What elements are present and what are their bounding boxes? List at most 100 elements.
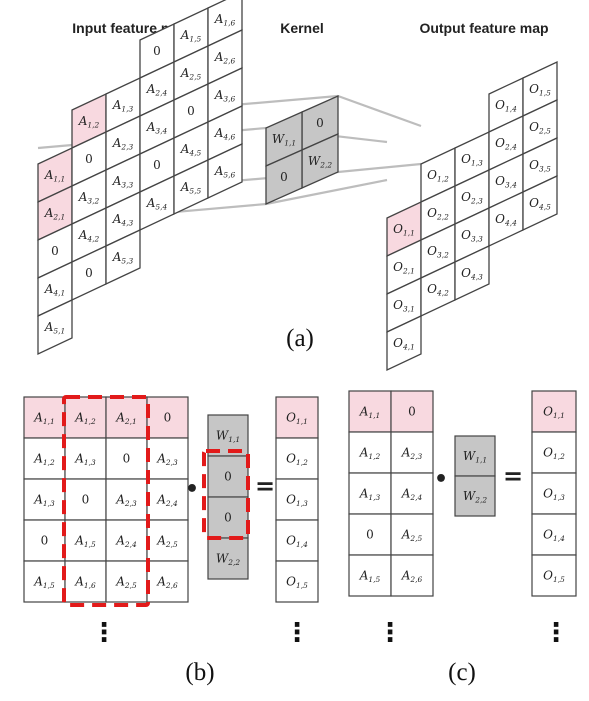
b-matrix-label-a-1-3: A1,3 — [33, 493, 55, 508]
c-output-label-o-1-4: O1,4 — [543, 528, 565, 543]
output-label-o-4-4: O4,4 — [495, 212, 517, 227]
b-matrix-cell-3-3 — [146, 519, 189, 562]
panel-label-c: (c) — [448, 659, 476, 686]
c-matrix-cell-1-1 — [390, 431, 434, 474]
b-matrix-label-a-1-5: A1,5 — [74, 534, 96, 549]
input-label-0: 0 — [153, 44, 161, 58]
b-matrix-label-a-2-3: A2,3 — [115, 493, 137, 508]
input-label-a-4-6: A4,6 — [214, 126, 236, 141]
c-output-cell-0-0 — [531, 390, 577, 433]
b-matrix-label-a-1-2: A1,2 — [33, 452, 55, 467]
c-matrix-label-a-1-2: A1,2 — [359, 446, 381, 461]
b-matrix-label-a-1-5: A1,5 — [33, 575, 55, 590]
panel-c: A1,1 0 A1,2 A2,3 A1,3 A2,4 0 A2,5 A1,5 A2,6 • W1,… — [348, 390, 577, 686]
input-cell-a-5-1-6-0 — [37, 298, 73, 356]
compressed-input-matrix-c: A1,1 0 A1,2 A2,3 A1,3 A2,4 0 A2,5 A1,5 A2,6 — [348, 390, 434, 597]
c-matrix-label-a-1-5: A1,5 — [359, 569, 381, 584]
c-matrix-label-a-1-1: A1,1 — [359, 405, 381, 420]
input-cell-a-5-3-5-2 — [105, 228, 141, 286]
input-label-a-5-6: A5,6 — [214, 164, 236, 179]
input-label-0: 0 — [85, 152, 93, 166]
output-label-o-2-4: O2,4 — [495, 136, 517, 151]
kernel-cell-0 — [265, 148, 303, 206]
b-matrix-cell-3-2 — [105, 519, 148, 562]
b-matrix-cell-2-2 — [105, 478, 148, 521]
kernel-title: Kernel — [280, 20, 324, 36]
kernel-grid: 0 W1,1 W2,2 0 — [265, 94, 339, 206]
input-label-a-1-1: A1,1 — [44, 168, 66, 183]
input-label-a-1-5: A1,5 — [180, 28, 202, 43]
b-matrix-label-a-1-1: A1,1 — [33, 411, 55, 426]
connector-line-out-1 — [337, 94, 422, 128]
b-matrix-cell-1-0 — [23, 437, 66, 480]
output-label-o-3-1: O3,1 — [393, 298, 415, 313]
c-output-cell-4-0 — [531, 554, 577, 597]
output-label-o-3-3: O3,3 — [461, 228, 483, 243]
b-output-cell-2-0 — [275, 478, 319, 521]
output-label-o-4-1: O4,1 — [393, 336, 415, 351]
vdots-b-output: ⋮ — [284, 618, 310, 648]
b-kernel-cell-3-0 — [207, 537, 249, 580]
connector-line-out-2 — [265, 178, 388, 206]
b-matrix-label-a-2-4: A2,4 — [115, 534, 137, 549]
input-label-a-1-2: A1,2 — [78, 114, 100, 129]
input-label-a-5-1: A5,1 — [44, 320, 66, 335]
input-label-a-3-2: A3,2 — [78, 190, 100, 205]
b-matrix-cell-2-3 — [146, 478, 189, 521]
c-matrix-label-0: 0 — [408, 405, 416, 419]
output-label-o-3-2: O3,2 — [427, 244, 449, 259]
c-matrix-cell-0-1 — [390, 390, 434, 433]
c-matrix-label-a-2-6: A2,6 — [401, 569, 423, 584]
b-output-cell-0-0 — [275, 396, 319, 439]
input-label-a-2-5: A2,5 — [180, 66, 202, 81]
b-kernel-cell-1-0 — [207, 455, 249, 498]
input-cell-a-5-6-4-5 — [207, 142, 243, 200]
input-label-a-1-6: A1,6 — [214, 12, 236, 27]
input-label-a-5-3: A5,3 — [112, 250, 134, 265]
output-cell-o-4-5-3-4 — [522, 174, 558, 232]
b-matrix-label-a-2-4: A2,4 — [156, 493, 178, 508]
b-matrix-label-0: 0 — [164, 411, 172, 425]
c-matrix-label-a-2-5: A2,5 — [401, 528, 423, 543]
c-output-label-o-1-2: O1,2 — [543, 446, 565, 461]
output-label-o-4-5: O4,5 — [529, 196, 551, 211]
c-matrix-cell-4-0 — [348, 554, 392, 597]
b-matrix-label-a-2-6: A2,6 — [156, 575, 178, 590]
input-label-a-4-2: A4,2 — [78, 228, 100, 243]
connector-line-out-3 — [337, 162, 422, 174]
b-matrix-label-0: 0 — [82, 493, 90, 507]
c-matrix-cell-4-1 — [390, 554, 434, 597]
c-matrix-cell-0-0 — [348, 390, 392, 433]
panel-b: A1,1 A1,2 A2,1 0 A1,2 A1,3 0 A2,3 A1,3 0 A2,3 A2,4 0… — [23, 395, 319, 686]
multiply-dot-b: • — [185, 477, 199, 502]
input-label-a-3-6: A3,6 — [214, 88, 236, 103]
b-output-label-o-1-2: O1,2 — [286, 452, 308, 467]
b-kernel-label-w-2-2: W2,2 — [216, 552, 240, 567]
input-label-0: 0 — [187, 104, 195, 118]
c-matrix-cell-2-1 — [390, 472, 434, 515]
output-label-o-1-2: O1,2 — [427, 168, 449, 183]
b-matrix-label-a-2-1: A2,1 — [115, 411, 137, 426]
output-cell-o-4-1-5-0 — [386, 314, 422, 372]
c-matrix-label-a-2-3: A2,3 — [401, 446, 423, 461]
output-label-o-2-1: O2,1 — [393, 260, 415, 275]
output-label-o-3-5: O3,5 — [529, 158, 551, 173]
b-matrix-cell-4-3 — [146, 560, 189, 603]
input-label-a-1-3: A1,3 — [112, 98, 134, 113]
c-output-label-o-1-5: O1,5 — [543, 569, 565, 584]
input-label-a-4-5: A4,5 — [180, 142, 202, 157]
kernel-label-0: 0 — [316, 116, 324, 130]
b-matrix-label-a-2-3: A2,3 — [156, 452, 178, 467]
b-kernel-label-0: 0 — [224, 511, 232, 525]
output-vector-c: O1,1 O1,2 O1,3 O1,4 O1,5 — [531, 390, 577, 597]
b-output-cell-3-0 — [275, 519, 319, 562]
output-label-o-4-3: O4,3 — [461, 266, 483, 281]
b-output-cell-4-0 — [275, 560, 319, 603]
output-label-o-2-3: O2,3 — [461, 190, 483, 205]
input-label-0: 0 — [85, 266, 93, 280]
input-label-a-2-6: A2,6 — [214, 50, 236, 65]
input-label-a-2-4: A2,4 — [146, 82, 168, 97]
c-kernel-label-w-2-2: W2,2 — [463, 489, 487, 504]
panel-label-a: (a) — [286, 325, 314, 352]
